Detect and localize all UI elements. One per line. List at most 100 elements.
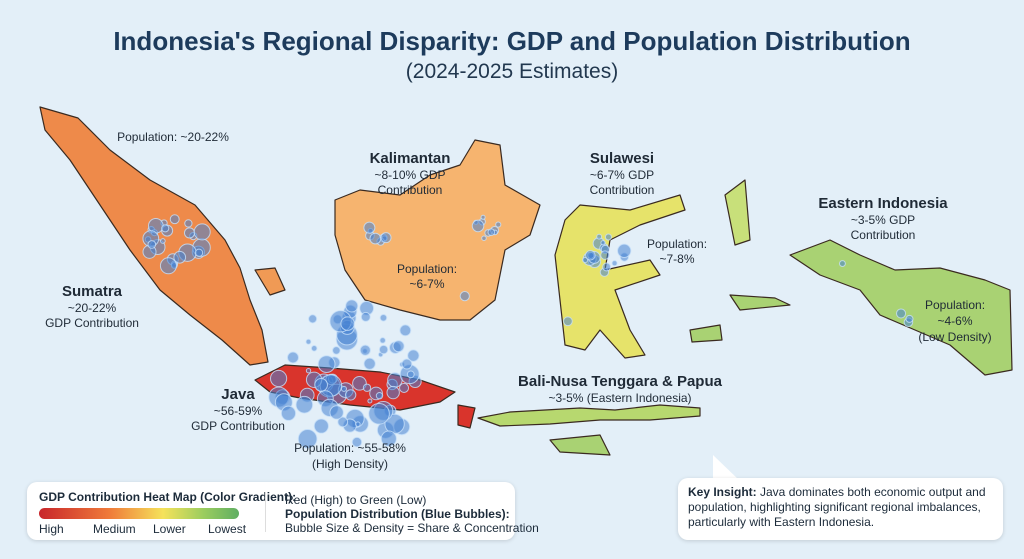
population-bubble <box>495 221 502 228</box>
population-bubble <box>480 214 486 220</box>
population-bubble <box>314 378 328 392</box>
population-bubble <box>313 418 329 434</box>
population-bubble <box>329 405 344 420</box>
population-bubble <box>379 337 386 344</box>
population-bubble <box>355 421 361 427</box>
population-bubble <box>340 316 355 331</box>
eastern-gdp-label: Contribution <box>850 228 916 242</box>
bali-nusa-tenggara[interactable] <box>477 404 701 427</box>
kalimantan-region[interactable] <box>334 139 541 321</box>
java-population: Population: ~55-58% (High Density) <box>294 440 406 472</box>
population-bubble <box>362 383 372 392</box>
population-bubble <box>905 314 914 323</box>
density-label: (High Density) <box>311 457 389 471</box>
eastern-gdp: ~3-5% GDP <box>850 213 916 227</box>
population-bubble <box>310 345 318 352</box>
population-bubble <box>337 416 349 428</box>
bali-gdp: ~3-5% (Eastern Indonesia) <box>548 391 692 405</box>
population-bubble <box>169 214 180 225</box>
sumatra-name: Sumatra <box>61 283 123 300</box>
population-bubble <box>352 376 367 391</box>
kalimantan-population: Population: ~6-7% <box>397 262 457 292</box>
population-bubble <box>563 316 573 327</box>
population-bubble <box>604 233 612 241</box>
population-value: ~7-8% <box>659 252 695 266</box>
population-bubble <box>184 219 193 228</box>
population-value: ~4-6% <box>937 314 973 328</box>
kalimantan-label: Kalimantan ~8-10% GDP Contribution <box>370 150 451 198</box>
population-bubble <box>308 314 318 324</box>
insight-heading: Key Insight: <box>688 485 757 499</box>
page-title: Indonesia's Regional Disparity: GDP and … <box>113 26 911 56</box>
population-bubble <box>286 351 300 364</box>
population-bubble <box>359 344 371 356</box>
population-bubble <box>379 313 388 322</box>
java-gdp: ~56-59% <box>213 404 263 418</box>
sumatra-gdp: ~20-22% <box>67 301 117 315</box>
population-bubble <box>386 385 400 400</box>
scale-lowest: Lowest <box>208 522 247 536</box>
population-bubble <box>173 250 187 264</box>
population-bubble <box>369 232 382 245</box>
scale-high: High <box>39 522 64 536</box>
population-bubble <box>896 308 907 319</box>
sumatra-gdp-label: GDP Contribution <box>45 316 139 330</box>
population-bubble <box>401 358 413 370</box>
population-bubble <box>340 385 348 392</box>
population-bubble <box>582 257 589 264</box>
population-bubble <box>317 355 336 373</box>
eastern-label: Eastern Indonesia ~3-5% GDP Contribution <box>818 195 947 243</box>
population-bubble <box>280 405 297 421</box>
sulawesi-name: Sulawesi <box>589 150 655 167</box>
population-bubble <box>194 248 204 257</box>
legend: GDP Contribution Heat Map (Color Gradien… <box>27 482 539 540</box>
kalimantan-gdp: ~8-10% GDP <box>374 168 446 182</box>
population-bubble <box>351 436 363 448</box>
population-bubble <box>160 238 166 244</box>
density-label: (Low Density) <box>918 330 992 344</box>
bali-label: Bali-Nusa Tenggara & Papua ~3-5% (Eastern… <box>518 373 722 406</box>
population-bubble <box>380 430 397 447</box>
population-label: Population: <box>924 298 986 312</box>
population-bubble <box>600 240 606 246</box>
population-bubble <box>378 344 389 355</box>
kalimantan-gdp-label: Contribution <box>377 183 443 197</box>
population-bubble <box>183 227 196 239</box>
population-label: Population: <box>396 262 458 276</box>
population-bubble <box>459 291 470 302</box>
legend-divider <box>265 492 266 532</box>
sulawesi-region[interactable] <box>554 194 686 359</box>
bali-name: Bali-Nusa Tenggara & Papua <box>518 373 722 390</box>
insight-text: Java dominates both economic output and … <box>688 485 986 529</box>
population-bubble <box>585 250 596 261</box>
population-value: ~6-7% <box>409 277 445 291</box>
insight-pointer <box>713 455 739 480</box>
eastern-population: Population: ~4-6% (Low Density) <box>918 297 991 345</box>
population-bubble <box>305 368 312 374</box>
population-bubble <box>159 257 177 275</box>
sulawesi-label: Sulawesi ~6-7% GDP Contribution <box>590 150 655 198</box>
population-bubble <box>147 240 157 249</box>
population-bubble <box>617 243 632 258</box>
population-bubble <box>305 338 312 345</box>
population-bubble <box>838 260 846 268</box>
population-bubble <box>368 402 390 425</box>
scale-lower: Lower <box>153 522 186 536</box>
population-bubble <box>392 340 405 353</box>
papua-region[interactable] <box>789 239 1013 376</box>
bubble-heading: Population Distribution (Blue Bubbles): <box>285 507 510 521</box>
page-subtitle: (2024-2025 Estimates) <box>405 60 619 83</box>
legend-heading: GDP Contribution Heat Map (Color Gradien… <box>39 490 297 504</box>
population-bubble <box>297 429 318 449</box>
population-bubble <box>332 346 341 355</box>
java-label: Java ~56-59% GDP Contribution <box>191 386 285 434</box>
sulawesi-gdp: ~6-7% GDP <box>589 168 655 182</box>
eastern-name: Eastern Indonesia <box>818 195 948 212</box>
population-bubbles <box>142 214 914 449</box>
sumatra-label: Sumatra ~20-22% GDP Contribution <box>45 283 139 331</box>
gradient-desc: Red (High) to Green (Low) <box>285 493 427 507</box>
population-bubble <box>600 250 610 260</box>
sulawesi-gdp-label: Contribution <box>589 183 655 197</box>
population-bubble <box>367 398 373 404</box>
java-name: Java <box>221 386 255 403</box>
